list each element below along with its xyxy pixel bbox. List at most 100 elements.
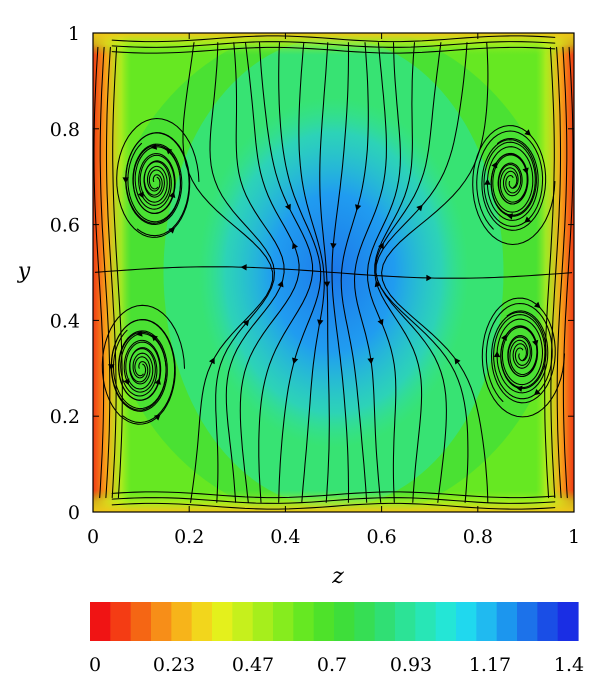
colorbar-swatch bbox=[171, 602, 193, 641]
streamline bbox=[111, 46, 556, 54]
streamline-arrow bbox=[151, 334, 158, 342]
colorbar-swatch bbox=[191, 602, 213, 641]
streamline-arrow bbox=[292, 242, 298, 250]
x-axis: 0 0.2 0.4 0.6 0.8 1 bbox=[87, 33, 580, 548]
x-tick-label: 0.2 bbox=[174, 526, 204, 548]
streamline bbox=[298, 42, 325, 503]
streamline-arrow bbox=[108, 364, 115, 371]
streamline-arrow bbox=[454, 357, 461, 365]
streamline-arrow bbox=[317, 319, 324, 326]
streamline bbox=[374, 42, 423, 503]
colorbar-swatch bbox=[232, 602, 254, 641]
y-tick-label: 0.6 bbox=[50, 215, 80, 237]
colorbar-swatch bbox=[151, 602, 172, 641]
streamline-arrow bbox=[374, 280, 381, 288]
streamline bbox=[111, 497, 556, 504]
x-tick-label: 0.8 bbox=[463, 526, 493, 548]
streamline-arrow bbox=[524, 216, 531, 223]
streamline bbox=[340, 42, 369, 503]
y-axis-label: y bbox=[17, 259, 31, 284]
streamline-arrow bbox=[123, 378, 130, 386]
y-tick-label: 0 bbox=[68, 502, 80, 524]
streamlines bbox=[93, 35, 574, 510]
streamline bbox=[278, 42, 322, 503]
streamline-arrow bbox=[484, 178, 491, 185]
streamline bbox=[353, 42, 387, 503]
colorbar-tick-label: 1.4 bbox=[554, 654, 584, 676]
x-tick-label: 0.6 bbox=[366, 526, 396, 548]
colorbar-swatch bbox=[252, 602, 274, 641]
streamline bbox=[550, 46, 562, 499]
streamline-arrow bbox=[533, 389, 541, 396]
streamline bbox=[225, 42, 285, 503]
colorbar-swatch bbox=[110, 602, 132, 641]
streamline bbox=[209, 42, 276, 503]
streamline bbox=[366, 42, 401, 503]
streamline-arrow bbox=[534, 301, 541, 309]
colorbar-swatch bbox=[90, 602, 111, 641]
streamline-arrow bbox=[426, 274, 433, 282]
streamline bbox=[112, 46, 123, 499]
streamline-arrow bbox=[378, 242, 384, 250]
colorbar-tick-label: 0.93 bbox=[390, 654, 432, 676]
streamline-arrow bbox=[522, 167, 529, 175]
streamline-arrow bbox=[532, 339, 539, 347]
colorbar-swatch bbox=[476, 602, 498, 641]
streamline bbox=[182, 42, 274, 503]
streamline bbox=[381, 42, 489, 503]
streamline-arrow bbox=[165, 148, 173, 155]
colorbar-tick-label: 1.17 bbox=[469, 654, 511, 676]
streamline-arrow bbox=[524, 129, 531, 136]
streamline-arrow bbox=[377, 318, 384, 326]
colorbar-tick-label: 0.23 bbox=[153, 654, 195, 676]
colorbar-swatch bbox=[212, 602, 233, 641]
streamline-arrow bbox=[137, 191, 144, 199]
colorbar-tick-label: 0.7 bbox=[317, 654, 347, 676]
streamline-arrow bbox=[277, 280, 284, 288]
y-tick-label: 1 bbox=[68, 23, 80, 45]
y-tick-label: 0.8 bbox=[50, 119, 80, 141]
streamline bbox=[94, 266, 573, 279]
streamline-arrow bbox=[355, 204, 362, 211]
streamline bbox=[93, 46, 105, 499]
streamline-arrow bbox=[493, 351, 501, 358]
x-tick-label: 1 bbox=[568, 526, 580, 548]
colorbar-swatch bbox=[313, 602, 335, 641]
streamline-arrow bbox=[154, 414, 161, 421]
colorbar-swatch bbox=[273, 602, 294, 641]
colorbar: 0 0.23 0.47 0.7 0.93 1.17 1.4 bbox=[89, 602, 584, 676]
streamline-arrow bbox=[330, 243, 337, 250]
colorbar-swatch bbox=[334, 602, 355, 641]
streamline bbox=[111, 491, 556, 499]
streamline-arrow bbox=[416, 204, 423, 212]
streamline bbox=[99, 46, 111, 499]
colorbar-swatch bbox=[496, 602, 518, 641]
streamline bbox=[111, 41, 556, 48]
x-tick-label: 0.4 bbox=[270, 526, 300, 548]
colorbar-swatch bbox=[435, 602, 457, 641]
colorbar-swatch bbox=[374, 602, 396, 641]
colorbar-swatch bbox=[395, 602, 416, 641]
colorbar-tick-label: 0 bbox=[89, 654, 101, 676]
streamline bbox=[544, 46, 555, 499]
streamline-arrow bbox=[240, 264, 247, 271]
streamline bbox=[111, 35, 556, 43]
streamline bbox=[258, 42, 314, 503]
streamline-arrow bbox=[292, 357, 299, 365]
y-tick-label: 0.2 bbox=[50, 406, 80, 428]
colorbar-swatch bbox=[537, 602, 559, 641]
streamline bbox=[562, 46, 574, 499]
colorbar-swatch bbox=[415, 602, 437, 641]
streamline-arrow bbox=[168, 227, 176, 234]
streamline-arrow bbox=[367, 357, 374, 365]
streamline bbox=[105, 46, 117, 499]
streamline bbox=[111, 502, 556, 510]
colorbar-swatch bbox=[354, 602, 376, 641]
colorbar-swatch bbox=[557, 602, 579, 641]
y-tick-label: 0.4 bbox=[50, 310, 80, 332]
plot-frame bbox=[92, 32, 575, 513]
colorbar-swatch bbox=[130, 602, 152, 641]
colorbar-tick-label: 0.47 bbox=[232, 654, 274, 676]
streamline bbox=[375, 42, 469, 503]
